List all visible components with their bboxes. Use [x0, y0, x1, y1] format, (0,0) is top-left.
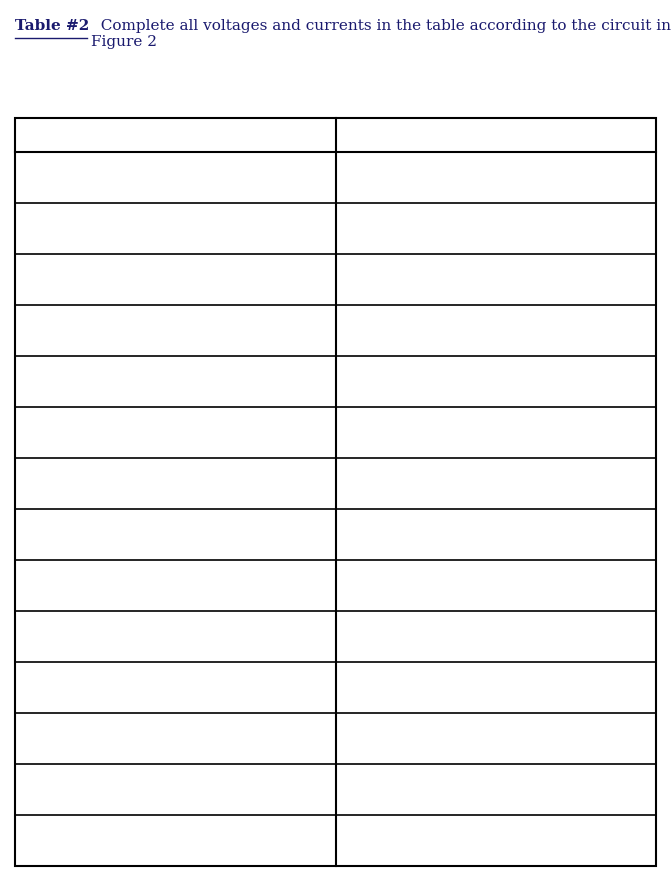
Text: Complete all voltages and currents in the table according to the circuit in
Figu: Complete all voltages and currents in th…	[91, 19, 670, 49]
Text: $i_L(0^+)=$: $i_L(0^+)=$	[356, 625, 428, 648]
Text: $i_2(0^+)=$: $i_2(0^+)=$	[356, 319, 429, 341]
Text: $i_1(0^-)=$: $i_1(0^-)=$	[356, 167, 429, 188]
Text: $i_s(0^+)=$: $i_s(0^+)=$	[356, 728, 428, 750]
Text: Currents: Currents	[458, 128, 533, 142]
Text: $i_3(0^-)=$: $i_3(0^-)=$	[356, 371, 429, 392]
Text: $V_3(0^+)=$: $V_3(0^+)=$	[35, 421, 116, 444]
Text: Voltages: Voltages	[139, 128, 211, 142]
Text: $V_4(0^+)=$: $V_4(0^+)=$	[35, 524, 116, 545]
Text: $V_C(0^-)=$: $V_C(0^-)=$	[35, 575, 117, 596]
Text: Table #2: Table #2	[15, 19, 89, 33]
Text: $V_L(0^-)=$: $V_L(0^-)=$	[35, 677, 115, 698]
Text: $i_3(0^+)=$: $i_3(0^+)=$	[356, 421, 429, 444]
Text: $V_{SW}(0^-)=$: $V_{SW}(0^-)=$	[35, 780, 128, 801]
Text: $i_L(0^-)=$: $i_L(0^-)=$	[356, 575, 428, 596]
Text: $V_2(0^+)=$: $V_2(0^+)=$	[35, 319, 116, 341]
Text: $V_4(0^-)=$: $V_4(0^-)=$	[35, 473, 116, 494]
Text: $V_1(0^-)=$: $V_1(0^-)=$	[35, 167, 116, 188]
Text: $i_2(0^-)=$: $i_2(0^-)=$	[356, 269, 429, 290]
Text: $V_C(0^+)=$: $V_C(0^+)=$	[35, 625, 117, 648]
Text: $V_L(0^+)=$: $V_L(0^+)=$	[35, 728, 115, 750]
Text: $V_{SW}(0^+)=$: $V_{SW}(0^+)=$	[35, 830, 128, 852]
Text: $i_4(0^+)=$: $i_4(0^+)=$	[356, 524, 429, 545]
Text: $i_1(0^+)=$: $i_1(0^+)=$	[356, 217, 429, 239]
Text: $i_4(0^-)=$: $i_4(0^-)=$	[356, 473, 429, 494]
Text: $V_3(0^-)=$: $V_3(0^-)=$	[35, 371, 116, 392]
Text: $V_1(0^+)=$: $V_1(0^+)=$	[35, 217, 116, 239]
Text: $i_s(0^-)=$: $i_s(0^-)=$	[356, 677, 428, 698]
Text: $V_2(0^-)=$: $V_2(0^-)=$	[35, 269, 116, 290]
